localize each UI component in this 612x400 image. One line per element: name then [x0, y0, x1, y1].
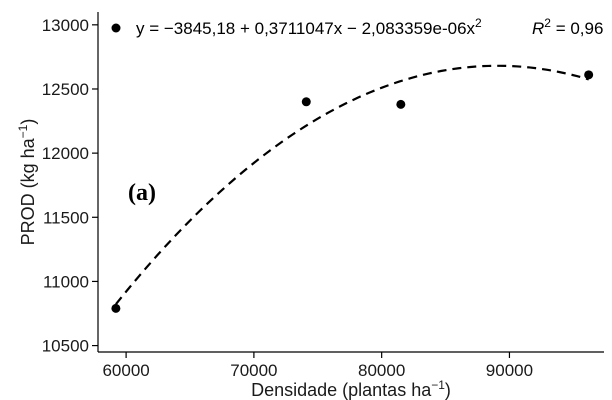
x-tick-label: 70000	[230, 361, 277, 380]
fit-curve	[115, 64, 589, 305]
legend-marker	[111, 23, 121, 33]
data-point	[301, 97, 311, 107]
y-tick-label: 10500	[42, 337, 89, 356]
x-tick-label: 80000	[358, 361, 405, 380]
legend: y = −3845,18 + 0,3711047x − 2,083359e-06…	[111, 16, 603, 38]
y-tick-label: 12000	[42, 144, 89, 163]
y-tick-label: 11000	[43, 272, 89, 291]
x-axis-title-exponent: −1	[431, 378, 445, 392]
data-point	[396, 99, 406, 109]
x-axis-title-close: )	[445, 380, 451, 400]
y-axis-title: PROD (kg ha−1)	[16, 119, 38, 246]
r-squared-value: = 0,96	[551, 19, 603, 38]
r-squared: R2 = 0,96	[532, 16, 603, 38]
y-tick-label: 11500	[43, 208, 89, 227]
y-ticks: 10500 11000 11500 12000 12500 13000	[42, 16, 98, 356]
x-tick-label: 60000	[102, 361, 149, 380]
x-axis-title: Densidade (plantas ha−1)	[251, 378, 451, 400]
y-axis-title-text: PROD (kg ha	[18, 137, 38, 245]
data-point	[111, 303, 121, 313]
x-tick-label: 90000	[486, 361, 533, 380]
panel-label: (a)	[128, 180, 156, 206]
y-tick-label: 13000	[42, 16, 89, 35]
axes	[97, 12, 604, 353]
data-point	[584, 70, 594, 80]
data-points	[111, 70, 594, 313]
y-axis-title-close: )	[18, 119, 38, 125]
r-squared-exponent: 2	[544, 16, 551, 30]
x-ticks: 60000 70000 80000 90000	[102, 352, 533, 380]
r-squared-symbol: R	[532, 19, 544, 38]
fit-equation: y = −3845,18 + 0,3711047x − 2,083359e-06…	[136, 16, 482, 38]
x-axis-title-text: Densidade (plantas ha	[251, 380, 432, 400]
y-axis-title-exponent: −1	[16, 124, 30, 138]
equation-text: y = −3845,18 + 0,3711047x − 2,083359e-06…	[136, 19, 476, 38]
y-tick-label: 12500	[42, 80, 89, 99]
equation-exponent: 2	[475, 16, 482, 30]
